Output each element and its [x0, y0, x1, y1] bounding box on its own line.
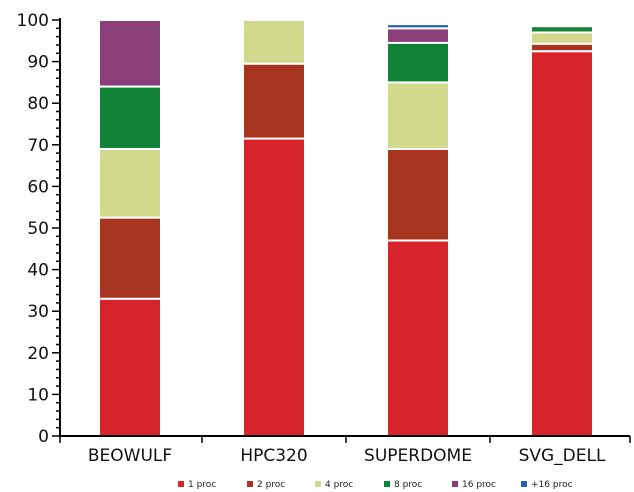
x-category-label: BEOWULF	[88, 446, 172, 466]
bar-segment-superdome-16-proc	[386, 27, 450, 44]
legend-label--16-proc: +16 proc	[531, 480, 573, 490]
y-tick-label: 50	[27, 219, 49, 239]
bar-segment-beowulf-4-proc	[98, 147, 162, 219]
legend-label-16-proc: 16 proc	[462, 480, 496, 490]
y-tick-label: 10	[27, 385, 49, 405]
legend-label-4-proc: 4 proc	[325, 480, 353, 490]
legend-swatch-2-proc	[247, 481, 253, 487]
legend-label-8-proc: 8 proc	[394, 480, 422, 490]
bar-segment-superdome-8-proc	[386, 41, 450, 84]
bar-segment-superdome-2-proc	[386, 147, 450, 242]
bar-segment-beowulf-16-proc	[98, 19, 162, 88]
bar-segment-beowulf-8-proc	[98, 85, 162, 150]
bar-segment-hpc320-4-proc	[242, 19, 306, 65]
y-tick-label: 80	[27, 94, 49, 114]
y-tick-label: 90	[27, 53, 49, 73]
bar-segment-svg_dell-4-proc	[530, 31, 594, 45]
bar-segment-superdome-4-proc	[386, 81, 450, 150]
legend-swatch--16-proc	[521, 481, 527, 487]
legend: 1 proc 2 proc 4 proc 8 proc 16 proc +16 proc	[178, 480, 573, 490]
legend-swatch-4-proc	[315, 481, 321, 487]
legend-swatch-8-proc	[384, 481, 390, 487]
bars-group	[98, 19, 594, 437]
y-tick-label: 60	[27, 177, 49, 197]
y-tick-label: 70	[27, 136, 49, 156]
bar-segment-beowulf-2-proc	[98, 216, 162, 300]
y-tick-label: 30	[27, 302, 49, 322]
bar-segment-hpc320-2-proc	[242, 62, 306, 140]
x-category-label: SUPERDOME	[364, 446, 472, 466]
y-tick-label: 40	[27, 261, 49, 281]
y-tick-label: 20	[27, 344, 49, 364]
bar-segment-beowulf-1-proc	[98, 297, 162, 437]
bar-segment-superdome--16-proc	[386, 23, 450, 30]
bar-segment-superdome-1-proc	[386, 239, 450, 437]
legend-label-2-proc: 2 proc	[257, 480, 285, 490]
x-category-label: SVG_DELL	[519, 446, 606, 466]
x-category-label: HPC320	[240, 446, 307, 466]
bar-segment-hpc320-1-proc	[242, 137, 306, 437]
bar-segment-svg_dell-2-proc	[530, 42, 594, 53]
y-tick-label: 0	[38, 427, 49, 447]
axes-group: 0 10 20 30 40 50 60 70 80 90 100 BEOWULF HPC320 SUPER…	[17, 11, 631, 466]
legend-label-1-proc: 1 proc	[188, 480, 216, 490]
bar-segment-svg_dell-1-proc	[530, 50, 594, 437]
legend-swatch-16-proc	[452, 481, 458, 487]
y-tick-label: 100	[17, 11, 49, 31]
bar-segment-svg_dell-8-proc	[530, 25, 594, 34]
legend-swatch-1-proc	[178, 481, 184, 487]
